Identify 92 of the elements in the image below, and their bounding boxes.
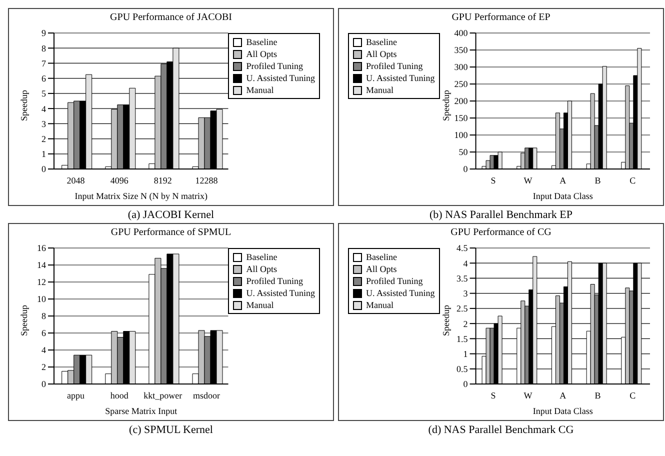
legend-label: Baseline — [246, 251, 278, 263]
y-tick-label: 8 — [42, 311, 46, 322]
x-tick-label: appu — [67, 390, 86, 400]
legend-label: Baseline — [366, 251, 397, 263]
y-tick-label: 6 — [42, 328, 46, 338]
x-tick-label: 12288 — [195, 175, 218, 186]
x-tick-label: msdoor — [192, 390, 220, 400]
x-tick-label: 4096 — [110, 175, 129, 186]
y-tick-label: 250 — [454, 79, 468, 90]
y-tick-label: 150 — [454, 113, 468, 124]
x-tick-label: 8192 — [154, 175, 172, 186]
legend-label: All Opts — [246, 48, 277, 60]
y-tick-label: 10 — [37, 294, 46, 304]
y-tick-label: 2 — [42, 362, 46, 372]
y-axis-title: Speedup — [19, 304, 30, 336]
x-tick-label: hood — [110, 390, 129, 400]
legend-label: All Opts — [366, 263, 397, 275]
legend-label: U. Assisted Tuning — [246, 72, 315, 84]
x-tick-label: C — [630, 175, 636, 186]
y-tick-label: 4 — [42, 345, 46, 356]
x-tick-label: A — [560, 175, 567, 186]
text: (d) NAS Parallel Benchmark CG — [427, 424, 575, 436]
legend-label: U. Assisted Tuning — [366, 287, 435, 299]
legend-label: Manual — [246, 299, 274, 311]
legend-label: Profiled Tuning — [246, 275, 303, 287]
x-tick-label: W — [524, 175, 533, 186]
y-tick-label: 0 — [463, 164, 468, 174]
text: (c) SPMUL Kernel — [128, 424, 214, 436]
legend-label: Baseline — [366, 36, 397, 48]
y-tick-label: 4 — [42, 104, 46, 114]
chart-title: GPU Performance of CG — [450, 227, 552, 240]
y-tick-label: 1.5 — [456, 334, 468, 344]
legend-label: Profiled Tuning — [366, 60, 423, 72]
legend-label: U. Assisted Tuning — [366, 72, 435, 84]
y-tick-label: 1 — [42, 149, 46, 160]
legend-label: Manual — [246, 84, 274, 96]
x-tick-label: 2048 — [66, 175, 86, 186]
y-tick-label: 2 — [463, 318, 468, 329]
y-tick-label: 3 — [463, 288, 468, 299]
x-axis-title: Input Data Class — [532, 406, 594, 416]
legend-label: U. Assisted Tuning — [246, 287, 315, 299]
y-axis-title: Speedup — [440, 304, 451, 336]
x-tick-label: S — [490, 175, 496, 186]
y-tick-label: 0 — [42, 379, 46, 390]
legend-label: Profiled Tuning — [246, 60, 303, 72]
chart-title: GPU Performance of JACOBI — [109, 12, 233, 25]
y-tick-label: 9 — [42, 28, 46, 38]
text: (b) NAS Parallel Benchmark EP — [428, 209, 574, 221]
x-axis-title: Input Matrix Size N (N by N matrix) — [74, 191, 208, 201]
x-tick-label: kkt_power — [144, 390, 182, 400]
x-tick-label: S — [490, 390, 496, 400]
y-tick-label: 5 — [42, 88, 46, 99]
y-tick-label: 50 — [458, 147, 468, 158]
chart-title: GPU Performance of SPMUL — [110, 227, 232, 240]
x-tick-label: C — [630, 390, 636, 400]
legend-label: Manual — [366, 299, 394, 311]
chart-title: GPU Performance of EP — [450, 12, 552, 25]
y-tick-label: 12 — [37, 277, 46, 288]
legend-label: Manual — [366, 84, 394, 96]
y-tick-label: 0 — [42, 164, 46, 174]
y-tick-label: 3.5 — [456, 273, 468, 284]
x-axis-title: Sparse Matrix Input — [105, 406, 178, 416]
x-tick-label: B — [594, 175, 601, 186]
x-tick-label: W — [524, 390, 533, 400]
y-tick-label: 2 — [42, 134, 46, 144]
y-tick-label: 400 — [454, 28, 468, 38]
x-axis-title: Input Data Class — [532, 191, 594, 201]
y-tick-label: 1 — [463, 348, 468, 359]
x-tick-label: A — [560, 390, 567, 400]
y-tick-label: 300 — [454, 62, 468, 72]
y-tick-label: 3 — [42, 118, 46, 129]
y-tick-label: 100 — [454, 130, 468, 140]
y-tick-label: 16 — [37, 243, 46, 254]
text: (a) JACOBI Kernel — [126, 209, 216, 221]
y-tick-label: 4.5 — [456, 243, 468, 254]
y-tick-label: 0.5 — [456, 364, 468, 374]
y-tick-label: 14 — [37, 260, 46, 270]
y-axis-title: Speedup — [19, 90, 30, 121]
y-tick-label: 350 — [454, 45, 468, 56]
legend-label: Profiled Tuning — [366, 275, 423, 287]
y-axis-title: Speedup — [440, 90, 451, 121]
legend-label: All Opts — [246, 263, 277, 275]
y-tick-label: 6 — [42, 74, 46, 84]
y-tick-label: 4 — [463, 258, 468, 268]
y-tick-label: 0 — [463, 379, 468, 390]
y-tick-label: 7 — [42, 58, 46, 68]
y-tick-label: 2.5 — [456, 304, 468, 314]
legend-label: All Opts — [366, 48, 397, 60]
y-tick-label: 8 — [42, 43, 46, 54]
y-tick-label: 200 — [454, 96, 468, 106]
x-tick-label: B — [594, 390, 601, 400]
legend-label: Baseline — [246, 36, 278, 48]
